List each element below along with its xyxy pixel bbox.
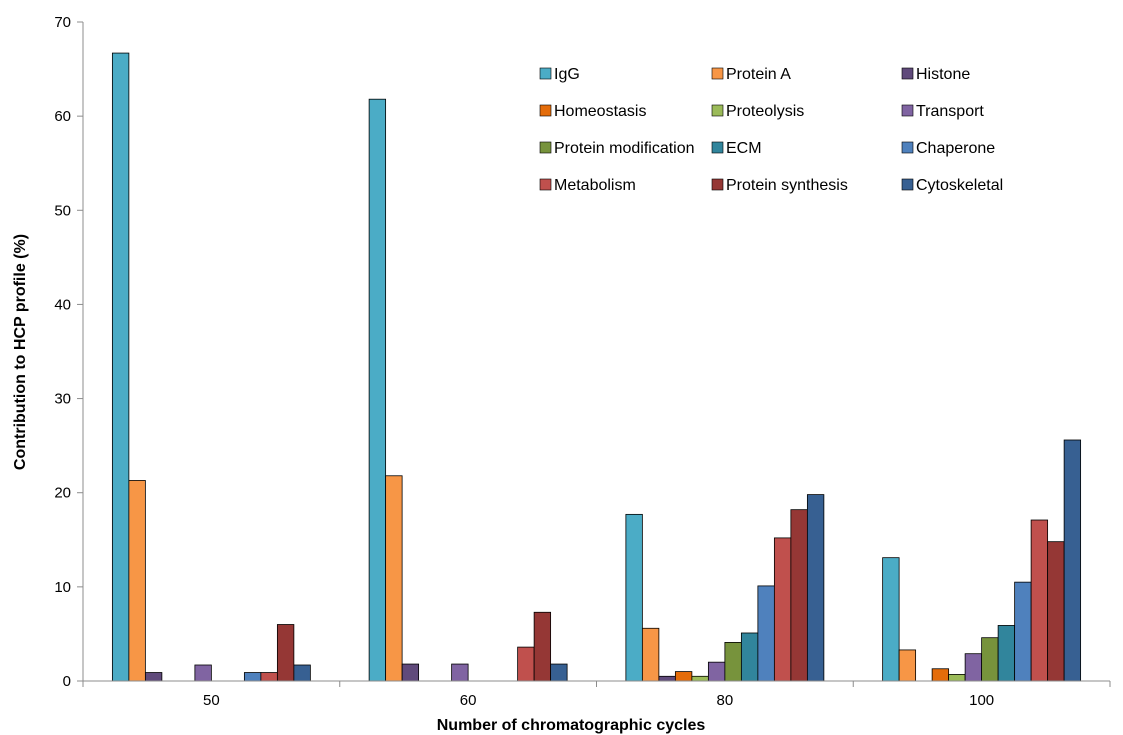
- bar-protein-synthesis-60: [533, 611, 552, 682]
- legend-label: Proteolysis: [726, 103, 804, 120]
- x-tick-label: 50: [203, 692, 220, 709]
- bar-protein-a-60: [385, 475, 403, 682]
- legend: IgG Protein A Histone Homeostasis Proteolysi…: [539, 66, 1003, 194]
- y-tick-label: 40: [54, 296, 71, 313]
- bar-histone-80: [658, 675, 676, 682]
- y-axis: 0 10 20 30 40 50 60 70: [54, 14, 84, 690]
- bar-igg-50: [111, 52, 130, 682]
- y-axis-title: Contribution to HCP profile (%): [12, 234, 29, 470]
- bar-protein-synthesis-100: [1047, 541, 1065, 682]
- y-tick-label: 10: [54, 579, 71, 596]
- y-tick-label: 50: [54, 202, 71, 219]
- legend-swatch: [539, 104, 552, 117]
- bar-cytoskeletal-60: [550, 663, 568, 682]
- legend-label: Homeostasis: [554, 103, 646, 120]
- x-tick-label: 60: [460, 692, 477, 709]
- legend-label: Protein modification: [554, 140, 695, 157]
- legend-label: Cytoskeletal: [916, 177, 1003, 194]
- bar-protein-a-50: [128, 480, 146, 682]
- legend-swatch: [711, 141, 724, 154]
- bar-proteolysis-80: [691, 675, 709, 682]
- bar-igg-100: [882, 557, 900, 682]
- x-axis-title: Number of chromatographic cycles: [437, 717, 706, 734]
- legend-label: Histone: [916, 66, 970, 83]
- bar-histone-60: [401, 663, 420, 682]
- legend-swatch: [901, 141, 914, 154]
- legend-label: Transport: [916, 103, 984, 120]
- legend-label: Metabolism: [554, 177, 636, 194]
- bar-histone-50: [144, 672, 163, 682]
- bar-metabolism-50: [260, 672, 278, 682]
- bar-protein-a-80: [641, 627, 660, 682]
- legend-label: Protein A: [726, 66, 791, 83]
- plot-area: [111, 52, 1082, 682]
- y-tick-label: 20: [54, 485, 71, 502]
- bar-ecm-80: [740, 632, 759, 682]
- bar-igg-60: [368, 98, 387, 682]
- legend-swatch: [711, 67, 724, 80]
- bar-transport-50: [194, 664, 212, 682]
- bar-transport-60: [451, 663, 469, 682]
- y-tick-label: 60: [54, 108, 71, 125]
- legend-swatch: [539, 67, 552, 80]
- bar-cytoskeletal-100: [1063, 439, 1082, 682]
- legend-swatch: [901, 67, 914, 80]
- legend-swatch: [711, 178, 724, 191]
- bar-protein-a-100: [898, 649, 917, 682]
- bar-chaperone-80: [757, 585, 775, 682]
- legend-swatch: [539, 178, 552, 191]
- bar-protein-modification-80: [724, 642, 742, 682]
- legend-label: ECM: [726, 140, 762, 157]
- legend-swatch: [901, 104, 914, 117]
- x-axis: 50 60 80 100: [82, 680, 1111, 709]
- bar-protein-synthesis-80: [790, 509, 808, 682]
- bar-proteolysis-100: [948, 674, 966, 682]
- x-tick-label: 100: [969, 692, 994, 709]
- bar-metabolism-100: [1030, 519, 1049, 682]
- bar-chaperone-100: [1014, 581, 1032, 682]
- bar-chaperone-50: [243, 672, 262, 682]
- bar-protein-modification-100: [981, 637, 999, 682]
- bar-ecm-100: [997, 625, 1016, 682]
- bar-homeostasis-80: [674, 671, 693, 682]
- legend-label: IgG: [554, 66, 580, 83]
- bar-metabolism-60: [517, 646, 535, 682]
- y-tick-label: 0: [63, 673, 71, 690]
- x-tick-label: 80: [717, 692, 734, 709]
- bar-transport-80: [707, 661, 726, 682]
- y-tick-label: 30: [54, 391, 71, 408]
- y-tick-label: 70: [54, 14, 71, 31]
- bar-homeostasis-100: [931, 668, 950, 682]
- bar-metabolism-80: [773, 537, 792, 682]
- legend-swatch: [539, 141, 552, 154]
- legend-swatch: [901, 178, 914, 191]
- bar-igg-80: [625, 513, 643, 682]
- legend-label: Chaperone: [916, 140, 995, 157]
- legend-swatch: [711, 104, 724, 117]
- bar-protein-synthesis-50: [276, 624, 295, 682]
- bar-cytoskeletal-50: [293, 664, 311, 682]
- bar-cytoskeletal-80: [806, 494, 825, 682]
- legend-label: Protein synthesis: [726, 177, 848, 194]
- bar-transport-100: [964, 653, 983, 682]
